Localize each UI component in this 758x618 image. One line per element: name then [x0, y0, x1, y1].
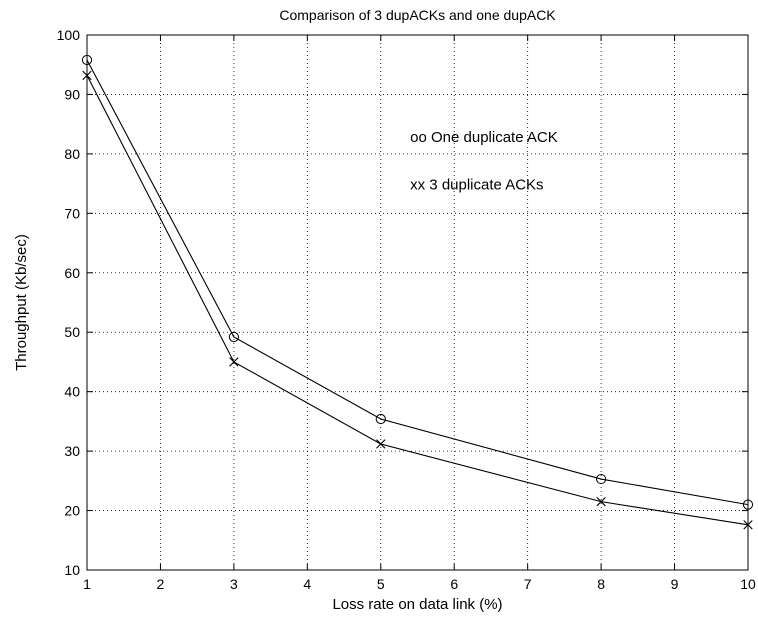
circle-marker [228, 331, 239, 343]
x-marker [596, 496, 606, 507]
x-axis-label: Loss rate on data link (%) [332, 596, 502, 613]
circle-marker [81, 54, 93, 66]
x-tick-label: 1 [83, 576, 91, 592]
x-tick-label: 4 [303, 576, 311, 592]
plot-area-frame [86, 34, 749, 571]
y-tick-label: 30 [64, 443, 80, 459]
y-tick-label: 60 [64, 265, 80, 281]
x-tick-label: 10 [740, 576, 756, 592]
x-marker-stroke [376, 439, 386, 449]
y-axis-label: Throughput (Kb/sec) [13, 234, 30, 371]
x-tick-label: 7 [524, 576, 532, 592]
x-marker-stroke [229, 357, 239, 367]
x-tick-label: 8 [597, 576, 605, 592]
series-1 [81, 54, 754, 510]
x-marker-stroke [596, 496, 606, 507]
x-marker-stroke [743, 520, 753, 530]
y-tick-label: 70 [64, 205, 80, 221]
y-tick-label: 90 [64, 86, 80, 102]
series-group [81, 54, 754, 530]
circle-marker [375, 413, 386, 425]
x-tick-label: 6 [450, 576, 458, 592]
y-tick-label: 40 [64, 384, 80, 400]
x-tick-label: 5 [377, 576, 385, 592]
x-marker [743, 520, 753, 530]
grid [87, 35, 748, 570]
x-tick-label: 2 [157, 576, 165, 592]
chart-title: Comparison of 3 dupACKs and one dupACK [279, 7, 556, 23]
circle-marker [742, 499, 754, 510]
x-marker [376, 439, 386, 449]
x-tick-label: 3 [230, 576, 238, 592]
axis-ticks: 1 2 3 4 5 6 7 8 9 10 10 20 30 40 50 60 70 80 90 100 [57, 27, 756, 592]
y-tick-label: 100 [57, 27, 81, 43]
y-tick-label: 20 [64, 503, 80, 519]
x-marker [229, 357, 239, 367]
y-tick-label: 10 [64, 562, 80, 578]
circle-marker [596, 473, 607, 485]
y-tick-label: 50 [64, 324, 80, 340]
x-marker-stroke [82, 70, 92, 81]
x-marker [82, 70, 92, 81]
series-2 [82, 70, 753, 530]
y-tick-label: 80 [64, 146, 80, 162]
x-tick-label: 9 [671, 576, 679, 592]
series-line [86, 59, 749, 506]
annotation-text: xx 3 duplicate ACKs [410, 177, 543, 194]
annotation-text: oo One duplicate ACK [410, 129, 558, 146]
annotations: oo One duplicate ACK xx 3 duplicate ACKs [410, 129, 558, 194]
